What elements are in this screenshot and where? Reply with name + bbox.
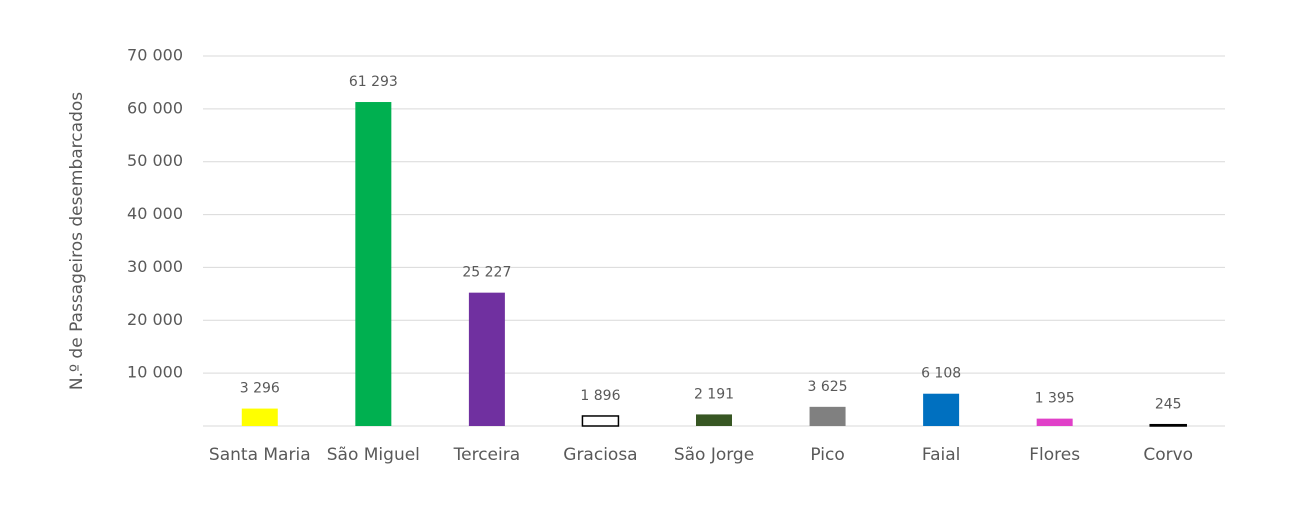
y-tick-label: 70 000 [127, 46, 183, 65]
x-tick-label: Flores [1029, 445, 1080, 465]
value-label: 25 227 [462, 265, 511, 281]
x-tick-label: Santa Maria [209, 445, 311, 465]
bar [581, 415, 620, 427]
bar [468, 292, 505, 426]
y-tick-label: 40 000 [127, 204, 183, 223]
bar [1149, 423, 1187, 427]
x-tick-label: Corvo [1143, 445, 1193, 465]
value-label: 2 191 [694, 386, 734, 402]
value-label: 61 293 [349, 74, 398, 90]
bar [241, 408, 278, 426]
value-label: 1 395 [1035, 391, 1075, 407]
value-label: 245 [1155, 397, 1182, 413]
x-tick-label: Faial [922, 445, 961, 465]
y-axis-title: N.º de Passageiros desembarcados [67, 92, 87, 390]
bar [355, 102, 392, 427]
y-tick-label: 30 000 [127, 257, 183, 276]
y-tick-label: 20 000 [127, 310, 183, 329]
y-tick-label: 60 000 [127, 98, 183, 117]
value-label: 3 296 [240, 381, 280, 397]
bar [923, 393, 960, 426]
value-label: 6 108 [921, 366, 961, 382]
bar [809, 406, 846, 426]
value-label: 3 625 [808, 379, 848, 395]
bar [696, 414, 732, 426]
x-tick-label: Pico [810, 445, 844, 465]
value-label: 1 896 [580, 388, 620, 404]
x-tick-label: São Miguel [327, 445, 420, 465]
y-tick-label: 10 000 [127, 363, 183, 382]
x-tick-label: Terceira [453, 445, 521, 465]
x-tick-label: São Jorge [674, 445, 754, 465]
y-tick-label: 50 000 [127, 151, 183, 170]
x-tick-label: Graciosa [563, 445, 637, 465]
bar [1036, 418, 1073, 426]
